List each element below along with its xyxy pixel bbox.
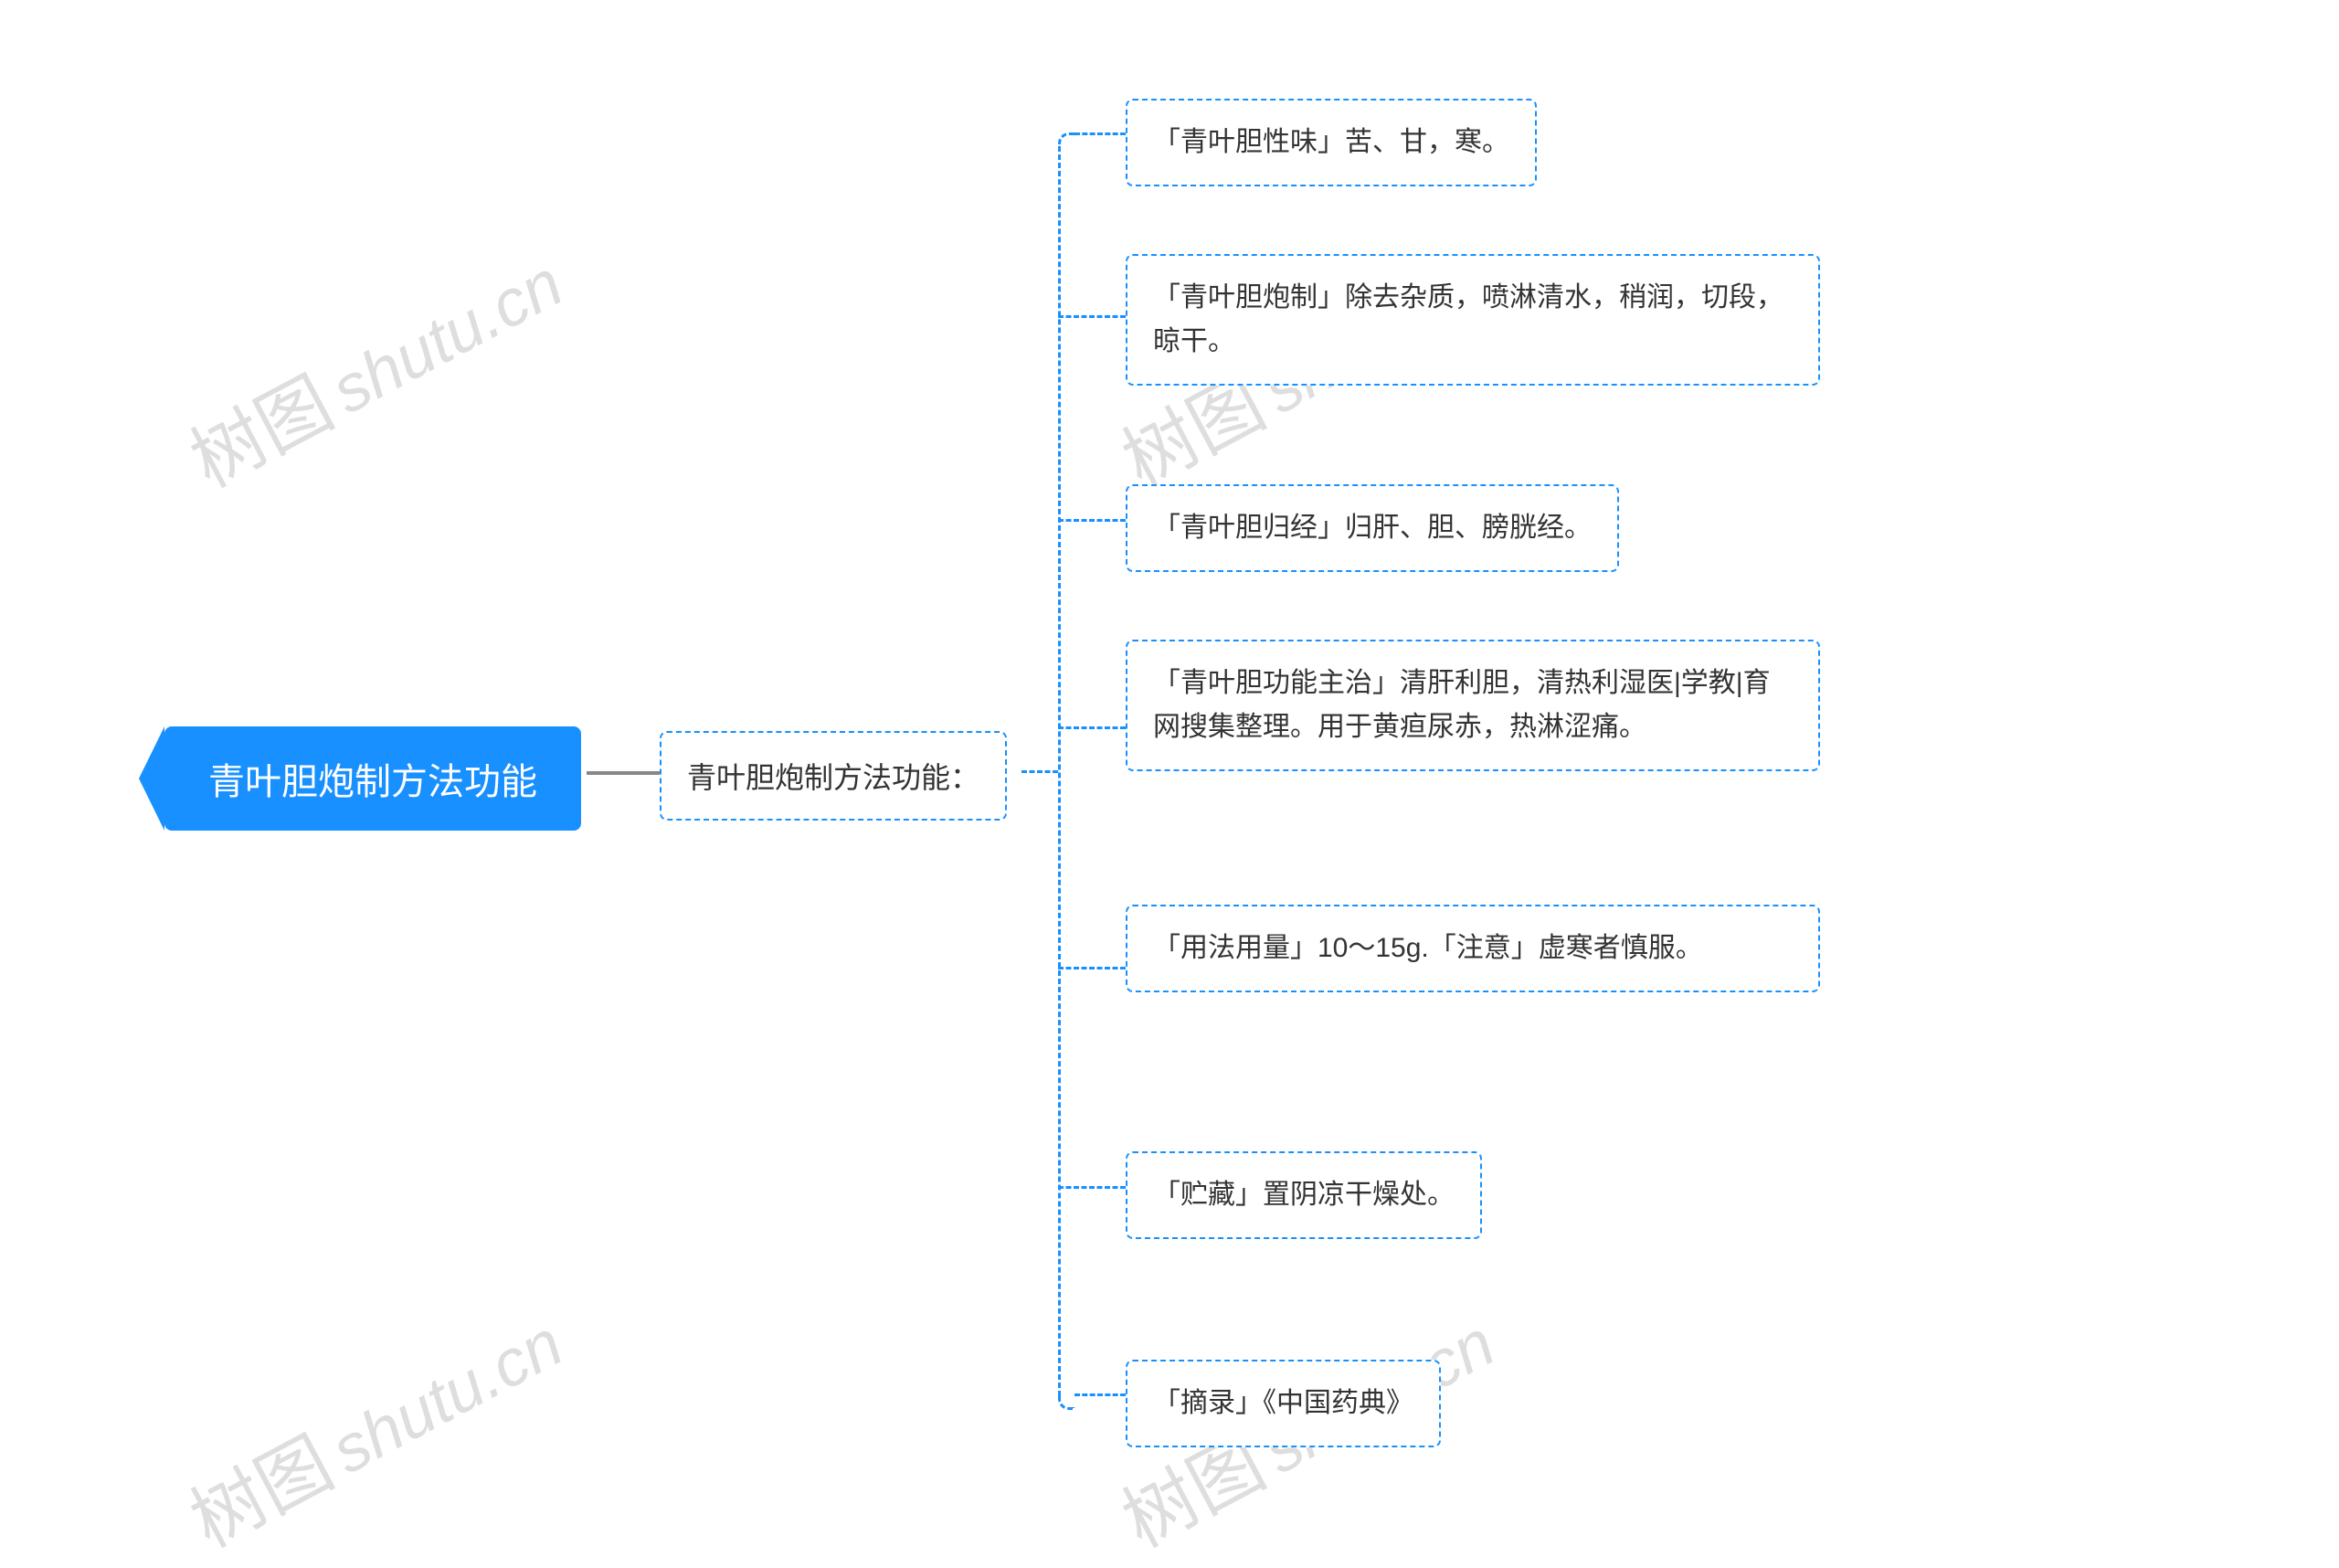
connector-root-sub (587, 771, 660, 775)
leaf-node-0[interactable]: 「青叶胆性味」苦、甘，寒。 (1126, 99, 1537, 186)
mindmap-canvas: 树图shutu.cn 树图shutu.cn 树图shutu.cn 树图shutu… (0, 0, 2339, 1542)
leaf-node-6[interactable]: 「摘录」《中国药典》 (1126, 1360, 1441, 1447)
root-label: 青叶胆炮制方法功能 (208, 762, 537, 802)
leaf-text: 「青叶胆归经」归肝、胆、膀胱经。 (1153, 513, 1592, 543)
leaf-text: 「青叶胆功能主治」清肝利胆，清热利湿医|学教|育网搜集整理。用于黄疸尿赤，热淋涩… (1153, 668, 1771, 742)
leaf-text: 「摘录」《中国药典》 (1153, 1388, 1413, 1418)
leaf-text: 「用法用量」10～15g.「注意」虚寒者慎服。 (1153, 933, 1703, 963)
bracket-arm-2 (1058, 519, 1126, 522)
leaf-text: 「贮藏」置阴凉干燥处。 (1153, 1180, 1455, 1210)
root-node[interactable]: 青叶胆炮制方法功能 (164, 726, 581, 831)
bracket-arm-4 (1058, 967, 1126, 969)
bracket-arm-3 (1058, 726, 1126, 729)
bracket-corner-bottom (1058, 1393, 1074, 1410)
bracket-arm-0 (1074, 132, 1126, 135)
sub-node[interactable]: 青叶胆炮制方法功能： (660, 731, 1007, 821)
bracket-spine (1058, 146, 1061, 1396)
sub-label: 青叶胆炮制方法功能： (687, 761, 979, 794)
leaf-node-2[interactable]: 「青叶胆归经」归肝、胆、膀胱经。 (1126, 484, 1619, 572)
bracket-stub (1021, 770, 1058, 773)
bracket-corner-top (1058, 132, 1074, 149)
watermark: 树图shutu.cn (170, 224, 578, 508)
watermark: 树图shutu.cn (170, 1284, 578, 1568)
leaf-node-4[interactable]: 「用法用量」10～15g.「注意」虚寒者慎服。 (1126, 905, 1820, 992)
leaf-text: 「青叶胆性味」苦、甘，寒。 (1153, 127, 1509, 157)
bracket-arm-1 (1058, 315, 1126, 318)
leaf-text: 「青叶胆炮制」除去杂质，喷淋清水，稍润，切段，晾干。 (1153, 282, 1783, 356)
bracket-arm-5 (1058, 1186, 1126, 1189)
leaf-node-1[interactable]: 「青叶胆炮制」除去杂质，喷淋清水，稍润，切段，晾干。 (1126, 254, 1820, 386)
leaf-node-5[interactable]: 「贮藏」置阴凉干燥处。 (1126, 1151, 1482, 1239)
bracket-arm-6 (1074, 1393, 1126, 1396)
leaf-node-3[interactable]: 「青叶胆功能主治」清肝利胆，清热利湿医|学教|育网搜集整理。用于黄疸尿赤，热淋涩… (1126, 640, 1820, 771)
